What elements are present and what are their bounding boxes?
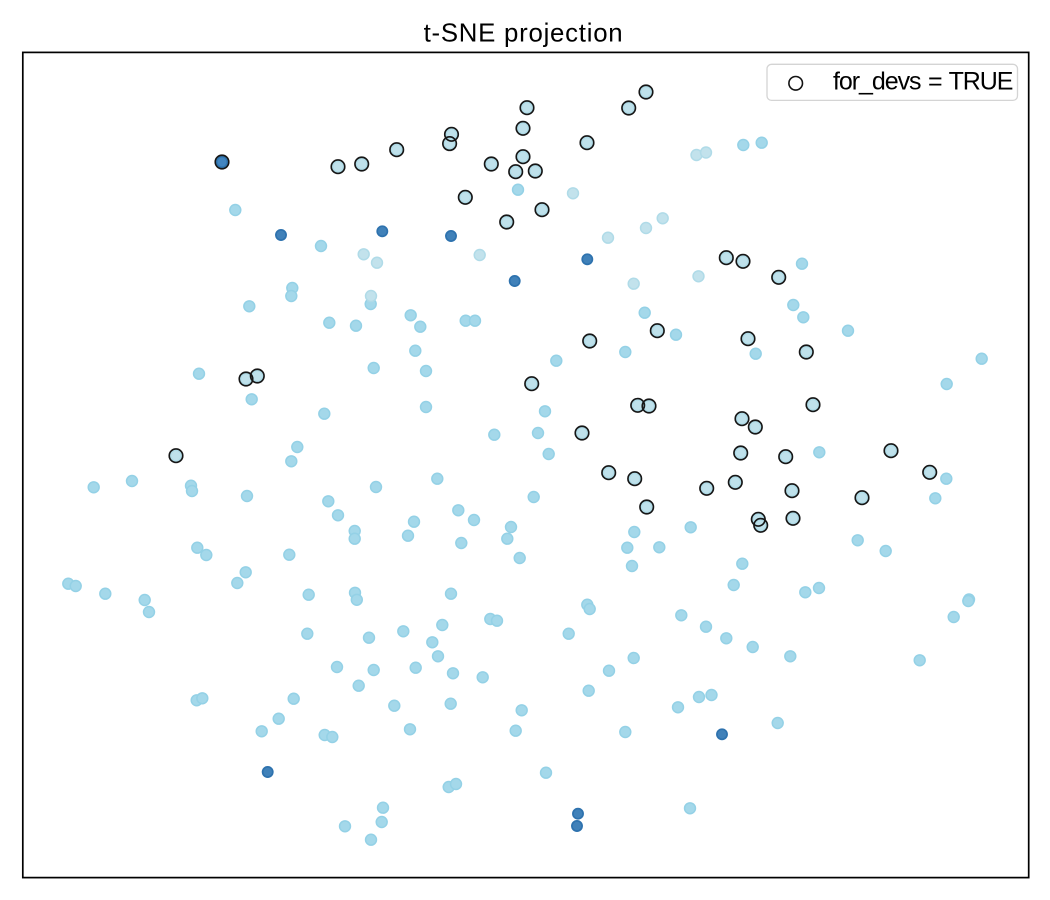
svg-text:t-SNE projection: t-SNE projection bbox=[424, 20, 624, 48]
svg-text:for_devs = TRUE: for_devs = TRUE bbox=[833, 68, 1013, 96]
